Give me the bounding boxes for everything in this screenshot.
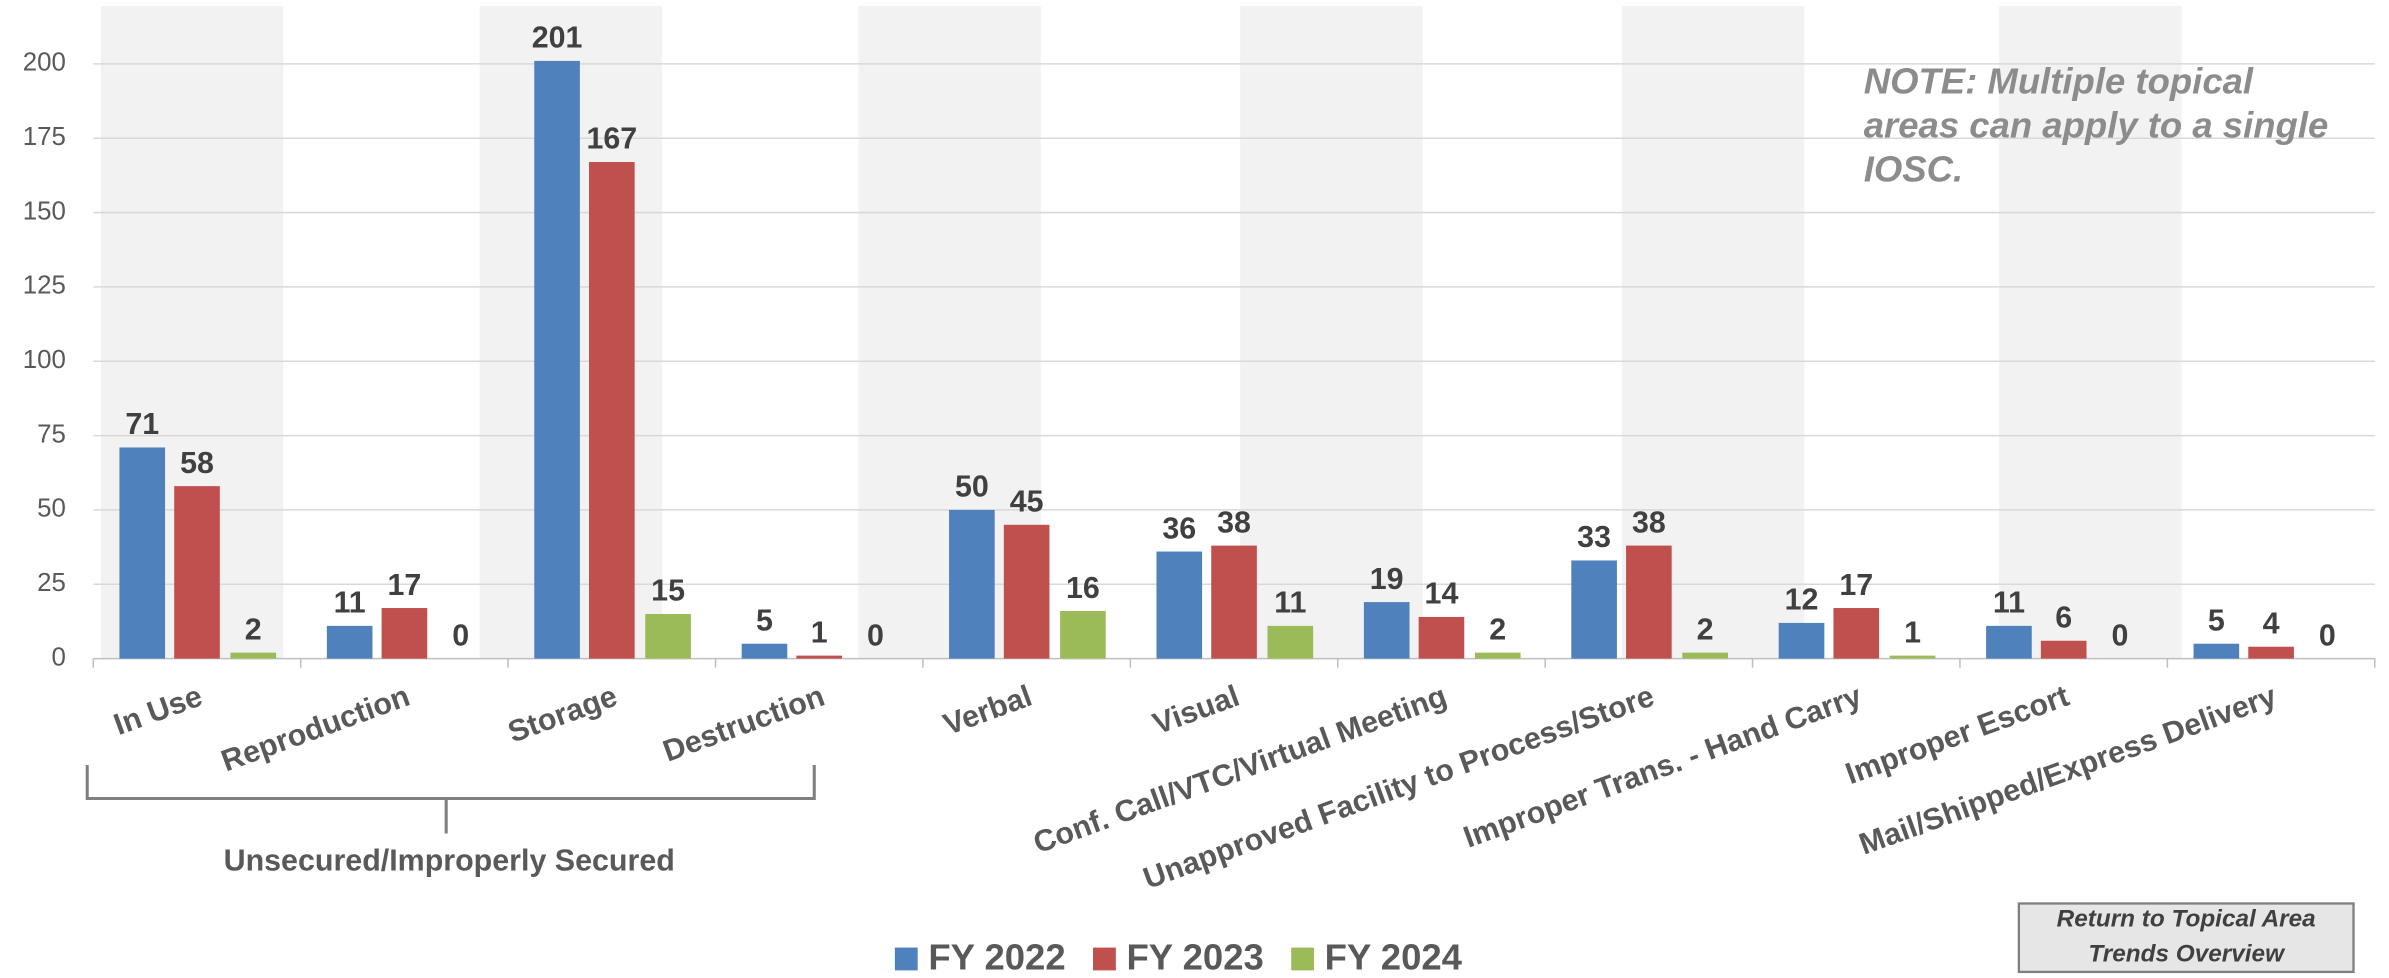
bar — [645, 613, 691, 659]
value-label: 50 — [955, 470, 989, 504]
value-label: 36 — [1162, 511, 1196, 545]
x-tick-label: Visual — [1148, 679, 1243, 741]
value-label: 58 — [180, 446, 214, 480]
value-label: 38 — [1632, 505, 1666, 539]
value-label: 201 — [532, 21, 583, 55]
y-tick-label: 150 — [23, 197, 66, 225]
bar — [534, 60, 580, 659]
y-tick-label: 175 — [23, 123, 66, 151]
value-label: 12 — [1785, 583, 1819, 617]
bar — [1474, 652, 1521, 659]
value-label: 17 — [1839, 568, 1873, 602]
value-label: 0 — [2319, 618, 2336, 652]
bar — [1833, 608, 1880, 659]
x-tick-label: Verbal — [939, 679, 1036, 742]
bar — [589, 162, 635, 659]
value-label: 11 — [334, 586, 366, 620]
bar — [1003, 524, 1050, 659]
value-label: 0 — [2111, 618, 2128, 652]
value-label: 71 — [125, 407, 159, 441]
button-frame[interactable] — [2017, 902, 2355, 974]
value-label: 33 — [1577, 520, 1611, 554]
value-label: 6 — [2055, 600, 2072, 634]
bar — [2193, 643, 2240, 659]
value-label: 16 — [1066, 571, 1100, 605]
bar — [1156, 551, 1203, 659]
bar — [1626, 545, 1672, 659]
value-label: 45 — [1010, 485, 1044, 519]
bar — [949, 509, 995, 659]
return-button[interactable]: Return to Topical Area Trends Overview — [2017, 902, 2355, 974]
bar — [381, 608, 428, 659]
value-label: 2 — [1697, 612, 1714, 646]
bar — [174, 486, 220, 659]
x-tick-label: In Use — [109, 679, 206, 742]
value-label: 0 — [452, 618, 469, 652]
legend-label: FY 2023 — [1126, 936, 1263, 977]
note: NOTE: Multiple topical — [1864, 60, 2254, 101]
value-label: 0 — [867, 618, 884, 652]
bar — [119, 447, 166, 659]
legend-label: FY 2022 — [928, 936, 1065, 977]
value-label: 19 — [1370, 562, 1404, 596]
legend-label: FY 2024 — [1325, 936, 1463, 977]
x-tick-label: Destruction — [659, 679, 829, 769]
y-tick-label: 125 — [23, 272, 66, 300]
bar — [796, 655, 843, 659]
bar — [2040, 640, 2087, 659]
bar — [741, 643, 788, 659]
bar — [1889, 655, 1936, 659]
bar — [1778, 622, 1825, 659]
value-label: 1 — [1904, 615, 1921, 649]
legend-swatch — [1291, 947, 1315, 971]
bar — [230, 652, 277, 659]
value-label: 17 — [387, 568, 421, 602]
legend-swatch — [894, 947, 918, 971]
bar — [1986, 625, 2032, 659]
y-tick-label: 75 — [37, 420, 66, 448]
legend-swatch — [1093, 947, 1116, 971]
bar — [326, 625, 373, 659]
bar — [1363, 602, 1410, 659]
bar — [1571, 560, 1617, 659]
button-text[interactable]: Return to Topical Area — [2057, 906, 2316, 933]
value-label: 11 — [1993, 586, 2025, 620]
value-label: 1 — [811, 615, 828, 649]
bar — [1682, 652, 1728, 659]
group-bracket — [85, 765, 816, 834]
value-label: 2 — [1489, 612, 1506, 646]
value-label: 15 — [651, 574, 685, 608]
y-tick-label: 50 — [37, 495, 66, 523]
value-label: 5 — [2208, 603, 2225, 637]
x-tick-label: Improper Trans. - Hand Carry — [1459, 679, 1866, 855]
bar — [1211, 545, 1257, 659]
value-label: 167 — [586, 122, 637, 156]
y-tick-label: 25 — [37, 569, 66, 597]
note: areas can apply to a single — [1864, 104, 2329, 145]
y-tick-label: 200 — [23, 49, 66, 77]
bar — [1060, 611, 1106, 659]
bar — [2248, 646, 2294, 659]
value-label: 4 — [2263, 606, 2280, 640]
y-tick-label: 0 — [52, 643, 66, 671]
value-label: 11 — [1274, 586, 1306, 620]
value-label: 14 — [1425, 577, 1459, 611]
value-label: 2 — [245, 612, 262, 646]
value-label: 5 — [756, 603, 773, 637]
note: IOSC. — [1864, 149, 1963, 190]
button-text[interactable]: Trends Overview — [2088, 941, 2286, 968]
y-tick-label: 100 — [23, 346, 66, 374]
group-label: Unsecured/Improperly Secured — [224, 843, 675, 877]
x-tick-label: Reproduction — [217, 679, 414, 779]
x-tick-label: Storage — [504, 679, 622, 750]
bar — [1418, 616, 1465, 659]
bar — [1267, 625, 1314, 659]
value-label: 38 — [1217, 505, 1251, 539]
